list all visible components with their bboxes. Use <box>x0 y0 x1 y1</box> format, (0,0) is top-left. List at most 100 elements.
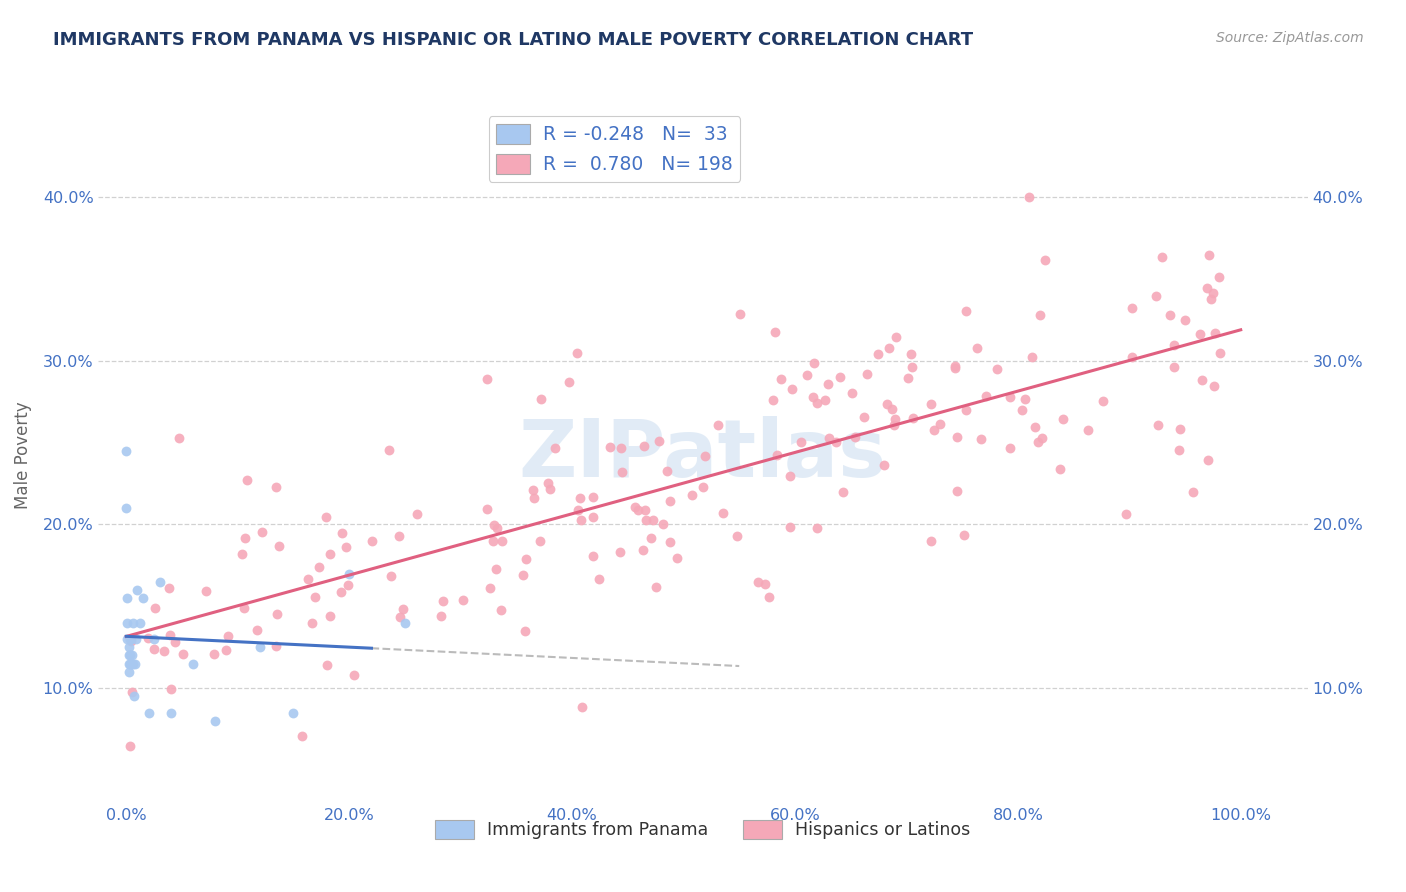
Point <box>779 468 801 483</box>
Point <box>142 641 165 656</box>
Point <box>1121 301 1143 315</box>
Point <box>451 592 474 607</box>
Point <box>567 345 589 359</box>
Point <box>159 628 181 642</box>
Point <box>883 418 905 433</box>
Point <box>1011 403 1033 417</box>
Point <box>167 431 190 445</box>
Point <box>194 584 217 599</box>
Point <box>1121 350 1143 364</box>
Point <box>1159 308 1181 322</box>
Point <box>380 569 402 583</box>
Point <box>943 360 966 375</box>
Point <box>484 562 506 576</box>
Point <box>388 529 411 543</box>
Point <box>884 412 907 426</box>
Point <box>360 534 382 549</box>
Point <box>641 513 664 527</box>
Point <box>115 501 138 516</box>
Point <box>882 402 904 417</box>
Point <box>120 657 142 671</box>
Point <box>479 582 502 596</box>
Point <box>1021 351 1043 365</box>
Point <box>695 449 717 463</box>
Point <box>612 465 634 479</box>
Point <box>127 582 149 597</box>
Point <box>841 385 863 400</box>
Point <box>1163 338 1185 352</box>
Point <box>249 640 271 655</box>
Point <box>876 396 898 410</box>
Point <box>681 488 703 502</box>
Point <box>1018 190 1040 204</box>
Point <box>943 359 966 373</box>
Point <box>304 590 326 604</box>
Point <box>117 615 139 630</box>
Point <box>132 591 155 606</box>
Point <box>512 567 534 582</box>
Point <box>481 534 503 549</box>
Point <box>523 491 546 505</box>
Point <box>627 502 650 516</box>
Point <box>513 624 536 638</box>
Point <box>1144 289 1167 303</box>
Point <box>599 441 621 455</box>
Point <box>828 370 851 384</box>
Point <box>429 608 451 623</box>
Point <box>117 665 139 679</box>
Point <box>903 411 925 425</box>
Point <box>884 330 907 344</box>
Point <box>928 417 950 431</box>
Point <box>568 491 591 506</box>
Point <box>655 464 678 478</box>
Point <box>1188 327 1211 342</box>
Point <box>117 657 139 671</box>
Point <box>569 513 592 527</box>
Point <box>330 526 353 541</box>
Point <box>236 474 259 488</box>
Point <box>235 531 257 545</box>
Point <box>1202 285 1225 300</box>
Point <box>922 423 945 437</box>
Point <box>953 528 976 542</box>
Point <box>1199 292 1222 306</box>
Point <box>824 435 846 450</box>
Point <box>337 566 360 581</box>
Point <box>877 342 900 356</box>
Point <box>1115 507 1137 521</box>
Point <box>149 574 172 589</box>
Point <box>153 644 176 658</box>
Point <box>868 347 890 361</box>
Point <box>801 390 824 404</box>
Point <box>269 539 291 553</box>
Point <box>1014 392 1036 406</box>
Point <box>318 608 340 623</box>
Point <box>308 559 330 574</box>
Point <box>567 503 589 517</box>
Point <box>645 580 668 594</box>
Point <box>633 542 655 557</box>
Point <box>831 484 853 499</box>
Point <box>538 482 561 496</box>
Point <box>633 439 655 453</box>
Point <box>1024 419 1046 434</box>
Point <box>537 476 560 491</box>
Point <box>998 390 1021 404</box>
Point <box>634 503 657 517</box>
Point <box>1197 453 1219 467</box>
Y-axis label: Male Poverty: Male Poverty <box>14 401 31 508</box>
Point <box>315 509 337 524</box>
Point <box>897 370 920 384</box>
Point <box>343 668 366 682</box>
Point <box>122 615 145 630</box>
Point <box>728 307 751 321</box>
Point <box>301 616 323 631</box>
Point <box>120 632 142 646</box>
Point <box>692 480 714 494</box>
Point <box>651 516 673 531</box>
Point <box>297 572 319 586</box>
Point <box>946 430 969 444</box>
Point <box>955 304 977 318</box>
Point <box>124 657 146 671</box>
Point <box>1174 313 1197 327</box>
